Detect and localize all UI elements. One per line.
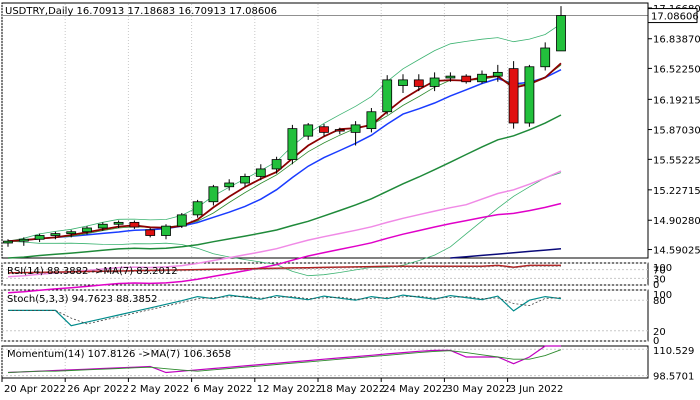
bollinger-lower-line <box>7 172 562 277</box>
grid-lines <box>1 4 648 377</box>
bear-candle <box>508 68 519 124</box>
x-tick-label: 26 Apr 2022 <box>67 384 129 395</box>
bull-candle <box>445 75 456 79</box>
bull-candle <box>255 168 266 177</box>
axis-labels: 20 Apr 2022 26 Apr 2022 2 May 2022 6 May 20… <box>1 4 700 395</box>
panel-frames <box>1 2 649 379</box>
rsi-ma-line <box>7 265 561 275</box>
rsi-line <box>7 264 561 274</box>
ma-thin-green-line <box>7 64 562 242</box>
bull-candle <box>524 66 535 124</box>
ma-blue-line <box>7 69 562 242</box>
bear-candle <box>334 129 345 132</box>
bull-candle <box>66 231 77 235</box>
ma-pink-line <box>7 170 562 278</box>
bull-candle <box>271 159 282 170</box>
panel-titles: USDTRY,Daily 16.70913 17.18683 16.70913 … <box>5 6 277 360</box>
bull-candle <box>50 233 61 236</box>
mom-tick-label: 110.529 <box>653 346 694 357</box>
x-tick-label: 3 Jun 2022 <box>510 384 564 395</box>
price-tick-label: 14.59025 <box>653 246 700 257</box>
bull-candle <box>382 79 393 113</box>
price-tick-label: 14.90280 <box>653 216 700 227</box>
rsi-tick-label: 100 <box>653 263 672 274</box>
bull-candle <box>540 47 551 68</box>
x-tick-label: 6 May 2022 <box>194 384 253 395</box>
bull-candle <box>224 182 235 188</box>
bull-candle <box>240 176 250 184</box>
ma-navy-line <box>450 248 562 259</box>
sto-tick-label: 0 <box>653 336 659 347</box>
bear-candle <box>145 229 156 236</box>
rsi-tick-label: 0 <box>653 280 659 291</box>
price-tick-label: 16.19215 <box>653 95 700 106</box>
price-tick-label: 16.52250 <box>653 64 700 75</box>
x-tick-label: 24 May 2022 <box>383 384 448 395</box>
momentum-title: Momentum(14) 107.8126 ->MA(7) 106.3658 <box>7 349 231 360</box>
bull-candle <box>366 111 377 130</box>
bear-candle <box>461 75 472 83</box>
momentum-ma-line <box>7 349 562 373</box>
bear-candle <box>413 79 424 87</box>
current-price-label: 17.08606 <box>651 12 699 23</box>
bull-candle <box>97 223 108 229</box>
bull-candle <box>492 71 503 77</box>
price-tick-label: 15.87030 <box>653 126 700 137</box>
x-tick-label: 12 May 2022 <box>257 384 322 395</box>
indicator-lines <box>7 23 562 374</box>
momentum-line <box>7 345 561 374</box>
x-tick-label: 20 Apr 2022 <box>4 384 66 395</box>
bull-candle <box>34 235 45 240</box>
bull-candle <box>161 225 171 236</box>
ma-fast-line <box>7 62 562 242</box>
bull-candle <box>18 238 29 242</box>
current-price-box <box>647 8 698 24</box>
price-tick-label: 15.22715 <box>653 186 700 197</box>
bull-candle <box>82 227 92 233</box>
x-tick-label: 2 May 2022 <box>130 384 189 395</box>
rsi-tick-label: 70 <box>653 266 666 277</box>
rsi-tick-label: 30 <box>653 274 666 285</box>
bull-candle <box>477 73 487 83</box>
bull-candle <box>556 15 566 52</box>
price-tick-label: 16.83870 <box>653 35 700 46</box>
x-tick-label: 30 May 2022 <box>446 384 511 395</box>
bull-candle <box>3 240 13 244</box>
bull-candle <box>429 77 440 87</box>
bull-candle <box>398 79 408 86</box>
bear-candle <box>319 126 329 133</box>
rsi-title: RSI(14) 88.3882 ->MA(7) 83.2012 <box>7 266 178 277</box>
ma-green-line <box>7 114 562 259</box>
bollinger-upper-line <box>7 23 562 242</box>
candles <box>3 6 566 247</box>
stoch-title: Stoch(5,3,3) 94.7623 88.3852 <box>7 294 158 305</box>
price-tick-label: 15.55225 <box>653 155 700 166</box>
sto-tick-label: 20 <box>653 327 666 338</box>
bull-candle <box>192 201 203 216</box>
ma-magenta-line <box>7 202 562 294</box>
bull-candle <box>208 186 219 203</box>
x-tick-label: 18 May 2022 <box>320 384 385 395</box>
bull-candle <box>287 128 298 160</box>
bear-candle <box>129 221 140 228</box>
sto-tick-label: 100 <box>653 290 672 301</box>
bull-candle <box>176 214 187 227</box>
mom-tick-label: 98.5701 <box>653 372 694 383</box>
bull-candle <box>303 124 314 137</box>
bull-candle <box>350 124 361 133</box>
stoch-main-line <box>8 294 562 327</box>
sto-tick-label: 80 <box>653 296 666 307</box>
main-chart-title: USDTRY,Daily 16.70913 17.18683 16.70913 … <box>5 6 277 17</box>
bull-candle <box>113 221 124 225</box>
